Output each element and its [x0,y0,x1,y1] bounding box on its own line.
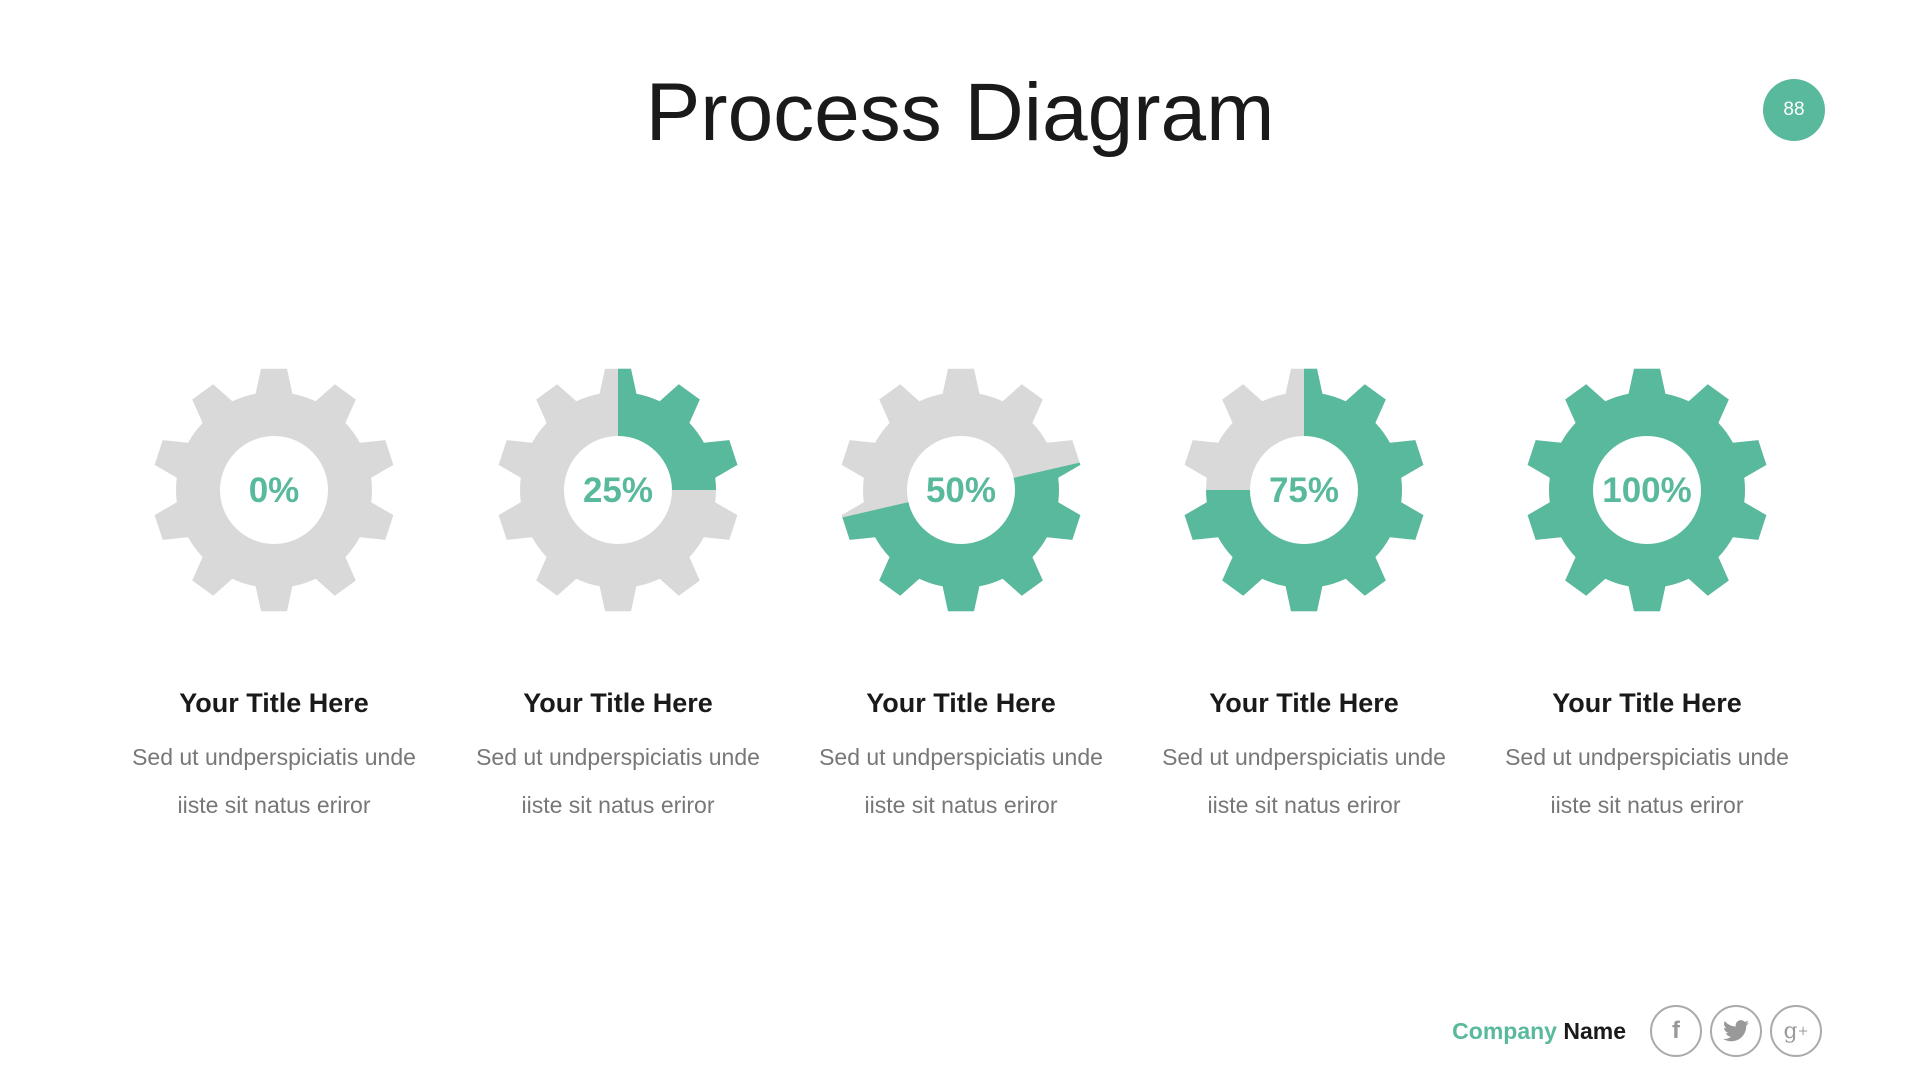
step-description: Sed ut undperspiciatis unde iiste sit na… [104,733,444,829]
process-step: 25% Your Title Here Sed ut undperspiciat… [448,360,788,829]
step-description-line: iiste sit natus eriror [1207,792,1401,818]
step-title: Your Title Here [1209,688,1399,718]
page-title: Process Diagram [645,67,1275,158]
percent-label: 0% [249,471,300,510]
gear-icon: 75% [1184,368,1424,612]
step-description-line: iiste sit natus eriror [864,792,1058,818]
step-description-line: Sed ut undperspiciatis unde [476,744,760,770]
step-description-line: iiste sit natus eriror [1550,792,1744,818]
process-step: 50% Your Title Here Sed ut undperspiciat… [791,360,1131,829]
step-description: Sed ut undperspiciatis unde iiste sit na… [791,733,1131,829]
step-description-line: iiste sit natus eriror [521,792,715,818]
gear-center [220,436,328,544]
company-name-first: Company [1452,1017,1557,1044]
percent-label: 50% [926,471,996,510]
step-description-line: Sed ut undperspiciatis unde [132,744,416,770]
process-step: 0% Your Title Here Sed ut undperspiciati… [104,360,444,829]
process-step: 100% Your Title Here Sed ut undperspicia… [1477,360,1817,829]
company-name-second: Name [1563,1017,1626,1044]
process-step: 75% Your Title Here Sed ut undperspiciat… [1134,360,1474,829]
gear-center [1250,436,1358,544]
gear-progress-fill [1184,368,1424,612]
step-description-line: Sed ut undperspiciatis unde [1162,744,1446,770]
page-number-badge: 88 [1763,79,1825,141]
facebook-icon[interactable]: f [1650,1005,1702,1057]
step-description-line: iiste sit natus eriror [177,792,371,818]
step-title: Your Title Here [1552,688,1742,718]
google-plus-icon[interactable]: g + [1770,1005,1822,1057]
step-description: Sed ut undperspiciatis unde iiste sit na… [1134,733,1474,829]
company-name: Company Name [1452,1018,1626,1045]
step-title: Your Title Here [179,688,369,718]
percent-label: 25% [583,471,653,510]
step-description-line: Sed ut undperspiciatis unde [819,744,1103,770]
twitter-icon[interactable] [1710,1005,1762,1057]
percent-label: 100% [1602,471,1692,510]
gear-progress-fill [841,458,1081,612]
gear-center [907,436,1015,544]
gear-icon: 100% [1527,368,1767,612]
gear-icon: 50% [841,368,1081,612]
footer: Company Name f g + [1452,1005,1822,1057]
gear-icon: 0% [154,368,394,612]
gear-icon: 25% [498,368,738,612]
percent-label: 75% [1269,471,1339,510]
step-description-line: Sed ut undperspiciatis unde [1505,744,1789,770]
gear-center [564,436,672,544]
step-title: Your Title Here [866,688,1056,718]
step-title: Your Title Here [523,688,713,718]
gear-center [1593,436,1701,544]
step-description: Sed ut undperspiciatis unde iiste sit na… [448,733,788,829]
step-description: Sed ut undperspiciatis unde iiste sit na… [1477,733,1817,829]
